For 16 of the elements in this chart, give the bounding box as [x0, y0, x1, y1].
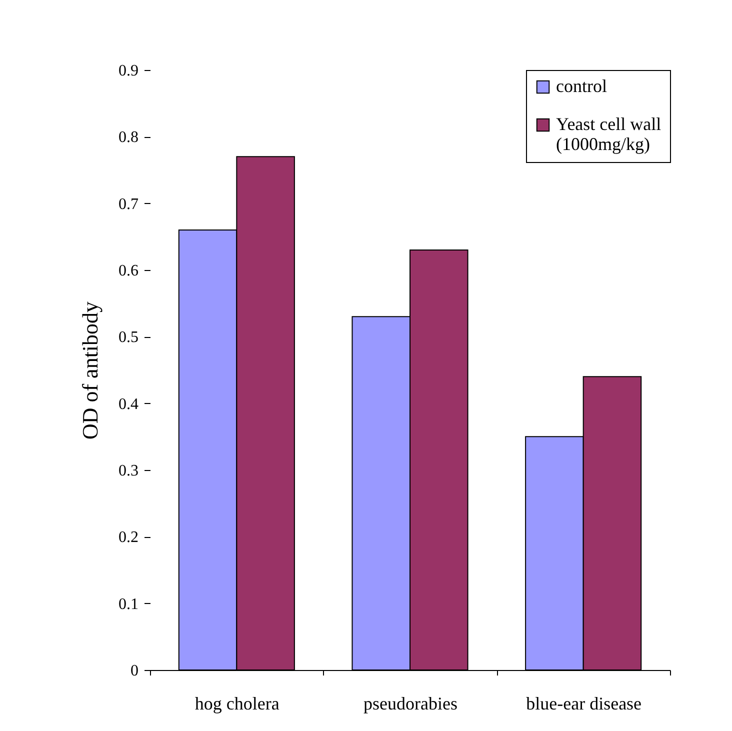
x-tick-label: pseudorabies: [364, 694, 458, 714]
x-tick-label: hog cholera: [194, 694, 280, 714]
y-tick-label: 0: [130, 662, 138, 680]
y-tick-label: 0.2: [118, 529, 138, 546]
legend-label: Yeast cell wall (1000mg/kg): [556, 114, 662, 154]
y-tick-label: 0.3: [118, 462, 138, 480]
x-tick-label: blue-ear disease: [526, 694, 642, 714]
y-tick-label: 0.6: [118, 262, 138, 280]
y-tick-label: 0.9: [118, 62, 138, 80]
y-tick-label: 0.5: [118, 329, 138, 346]
y-tick-label: 0.4: [118, 396, 138, 413]
legend-label: control: [556, 76, 607, 96]
y-tick-label: 0.1: [118, 596, 138, 613]
y-axis-title: OD of antibody: [78, 301, 102, 440]
y-tick-label: 0.8: [118, 129, 138, 146]
y-tick-label: 0.7: [118, 196, 138, 213]
